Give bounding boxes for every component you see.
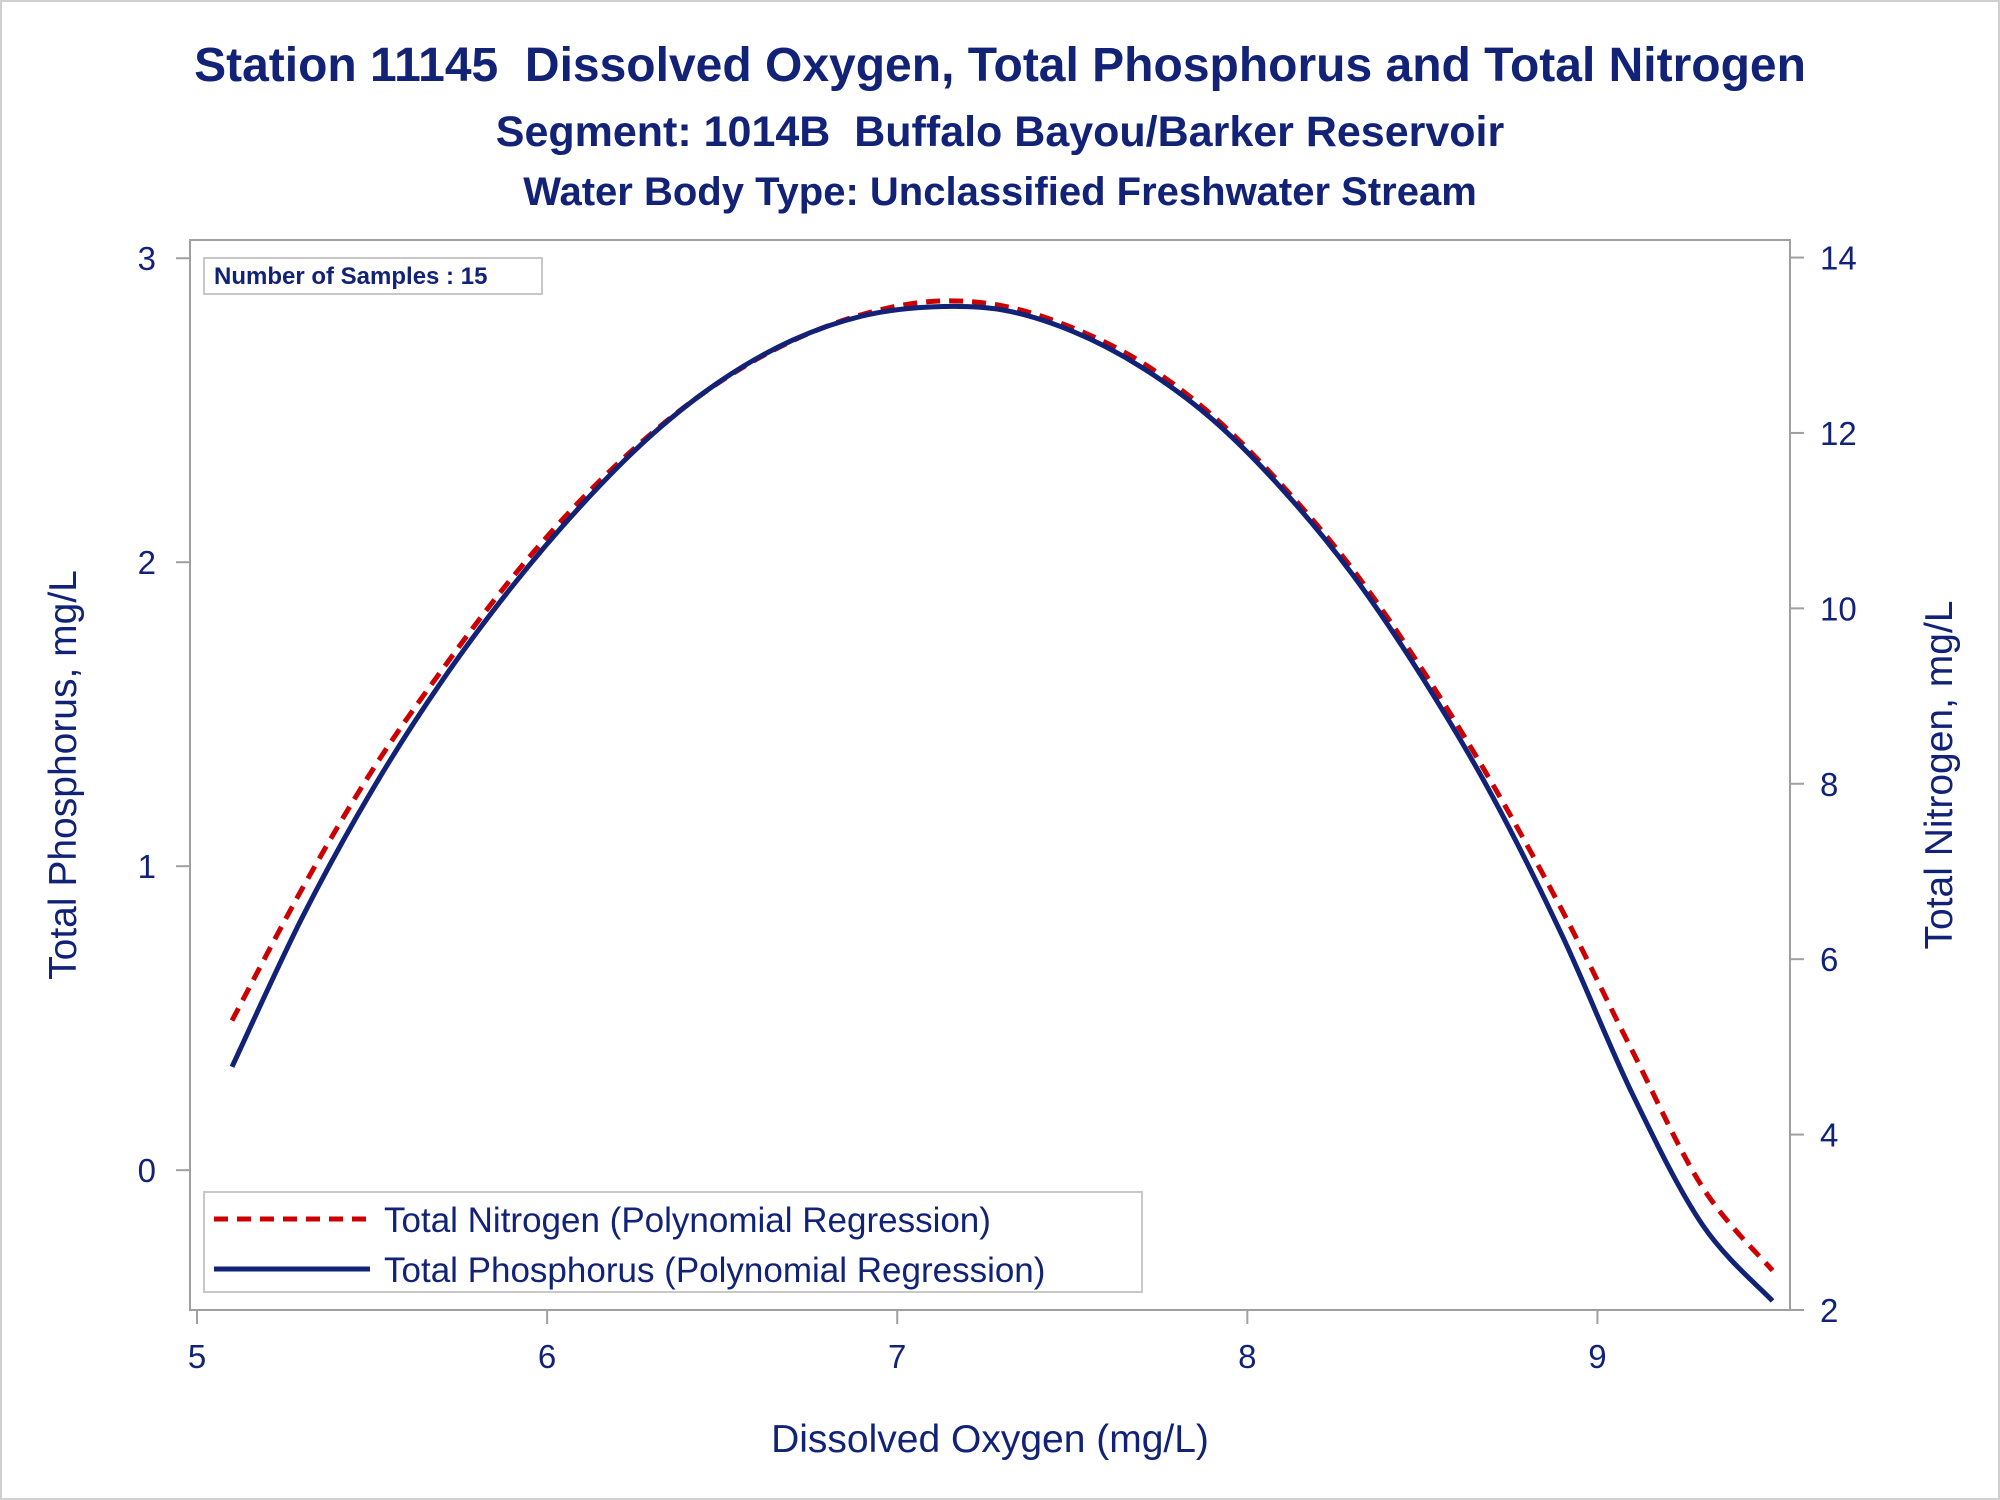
sample-count-text: Number of Samples : 15 — [214, 263, 487, 290]
phosphorus-regression-line — [229, 303, 1775, 1303]
y-tick-label: 0 — [138, 1152, 156, 1189]
x-tick-label: 6 — [538, 1338, 556, 1375]
inset-box — [203, 257, 543, 295]
series-lines — [229, 298, 1775, 1303]
chart-title: Station 11145 Dissolved Oxygen, Total Ph… — [194, 39, 1806, 92]
y-axis-label-left: Total Phosphorus, mg/L — [42, 570, 85, 980]
legend-label-phosphorus: Total Phosphorus (Polynomial Regression) — [384, 1251, 1045, 1290]
x-tick-label: 5 — [188, 1338, 206, 1375]
x-axis-label: Dissolved Oxygen (mg/L) — [771, 1418, 1209, 1461]
x-tick-label: 9 — [1588, 1338, 1606, 1375]
y2-tick-label: 4 — [1820, 1117, 1838, 1154]
sample-count-inset: Number of Samples : 15 — [203, 257, 543, 295]
y2-tick-label: 6 — [1820, 941, 1838, 978]
chart-subtitle-water-body: Water Body Type: Unclassified Freshwater… — [523, 170, 1477, 214]
y2-tick-label: 12 — [1820, 415, 1857, 452]
y2-tick-label: 10 — [1820, 590, 1857, 627]
y-tick-label: 3 — [138, 240, 156, 277]
y-axis-label-right: Total Nitrogen, mg/L — [1918, 600, 1961, 949]
chart-subtitle-segment: Segment: 1014B Buffalo Bayou/Barker Rese… — [495, 108, 1505, 156]
plot-area — [189, 239, 1791, 1311]
y2-tick-label: 2 — [1820, 1292, 1838, 1329]
legend-box — [203, 1191, 1143, 1293]
legend-label-nitrogen: Total Nitrogen (Polynomial Regression) — [384, 1201, 991, 1240]
legend: Total Nitrogen (Polynomial Regression) T… — [203, 1191, 1143, 1293]
x-tick-label: 7 — [888, 1338, 906, 1375]
y-tick-label: 1 — [138, 848, 156, 885]
nitrogen-regression-line — [229, 298, 1775, 1273]
y-tick-label: 2 — [138, 544, 156, 581]
y2-tick-label: 14 — [1820, 240, 1857, 277]
x-tick-label: 8 — [1238, 1338, 1256, 1375]
y2-tick-label: 8 — [1820, 766, 1838, 803]
